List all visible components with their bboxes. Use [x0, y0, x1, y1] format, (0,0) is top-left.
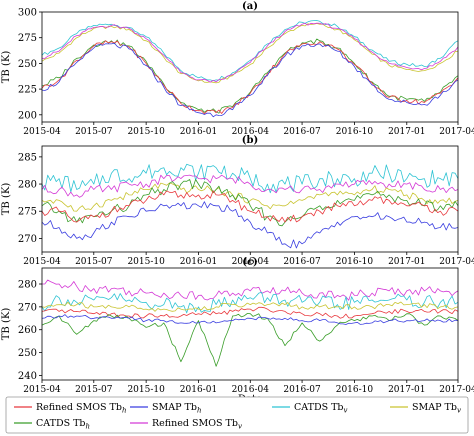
y-tick-label: 275 — [18, 207, 37, 218]
y-tick-label: 275 — [18, 33, 37, 44]
x-tick-label: 2016-04 — [232, 385, 270, 395]
y-tick-label: 280 — [18, 280, 37, 291]
series-line-refined_smos_h-panel-1 — [41, 40, 459, 115]
plot-frame-panel-2 — [41, 145, 459, 253]
y-tick-label: 240 — [18, 371, 37, 382]
series-line-smap_h-panel-1 — [41, 42, 459, 118]
series-line-catds_v-panel-2 — [41, 163, 459, 194]
x-tick-label: 2015-10 — [127, 257, 165, 267]
x-tick-label: 2017-04 — [439, 127, 474, 137]
y-tick-label: 250 — [18, 348, 37, 359]
series-line-catds_h-panel-1 — [41, 38, 459, 114]
x-tick-label: 2017-04 — [439, 257, 474, 267]
x-tick-label: 2016-07 — [283, 385, 321, 395]
y-tick-label: 270 — [18, 302, 37, 313]
legend-box — [5, 396, 469, 434]
series-line-refined_smos_h-panel-3 — [41, 306, 459, 319]
panel-title-1: (a) — [242, 1, 258, 12]
x-tick-label: 2015-04 — [23, 127, 61, 137]
y-axis-label-panel-3: TB (K) — [1, 308, 12, 341]
x-tick-label: 2016-10 — [336, 257, 374, 267]
series-line-refined_smos_h-panel-2 — [41, 190, 459, 223]
plot-frame-panel-1 — [41, 11, 459, 123]
plot-frame-panel-3 — [41, 267, 459, 381]
series-line-refined_smos_v-panel-1 — [41, 22, 459, 83]
x-tick-label: 2016-04 — [232, 257, 270, 267]
y-tick-label: 225 — [18, 85, 37, 96]
x-tick-label: 2016-10 — [336, 127, 374, 137]
legend-label-catds_v: CATDS Tbv — [294, 402, 348, 415]
series-line-smap_h-panel-2 — [41, 201, 459, 249]
x-tick-label: 2015-04 — [23, 385, 61, 395]
x-tick-label: 2016-01 — [180, 257, 217, 267]
x-tick-label: 2016-04 — [232, 127, 270, 137]
x-tick-label: 2016-01 — [180, 385, 217, 395]
y-tick-label: 260 — [18, 325, 37, 336]
y-tick-label: 285 — [18, 152, 37, 163]
series-line-catds_h-panel-3 — [41, 313, 459, 367]
legend-label-smap_v: SMAP Tbv — [412, 402, 461, 415]
y-axis-label-panel-1: TB (K) — [1, 51, 12, 84]
x-tick-label: 2015-07 — [75, 385, 113, 395]
series-line-smap_v-panel-3 — [41, 301, 459, 312]
panel-title-2: (b) — [242, 135, 258, 146]
y-tick-label: 280 — [18, 180, 37, 191]
series-line-refined_smos_v-panel-3 — [42, 279, 459, 301]
series-line-smap_v-panel-2 — [41, 182, 459, 212]
series-line-smap_v-panel-1 — [41, 23, 459, 84]
legend-label-catds_h: CATDS Tbh — [36, 418, 90, 431]
series-line-catds_v-panel-3 — [41, 291, 459, 314]
x-tick-label: 2016-01 — [180, 127, 217, 137]
x-tick-label: 2016-07 — [283, 127, 321, 137]
x-tick-label: 2017-01 — [388, 385, 425, 395]
x-tick-label: 2017-01 — [388, 257, 425, 267]
y-tick-label: 300 — [18, 8, 37, 19]
x-tick-label: 2015-07 — [75, 257, 113, 267]
panel-title-3: (c) — [242, 257, 258, 268]
legend-label-smap_h: SMAP Tbh — [152, 402, 201, 415]
x-tick-label: 2015-10 — [127, 385, 165, 395]
y-tick-label: 250 — [18, 59, 37, 70]
x-tick-label: 2017-04 — [439, 385, 474, 395]
x-tick-label: 2016-10 — [336, 385, 374, 395]
legend-label-refined_smos_v: Refined SMOS Tbv — [152, 418, 242, 431]
y-tick-label: 200 — [18, 110, 37, 121]
y-tick-label: 270 — [18, 234, 37, 245]
x-tick-label: 2015-04 — [23, 257, 61, 267]
x-tick-label: 2015-10 — [127, 127, 165, 137]
x-tick-label: 2015-07 — [75, 127, 113, 137]
x-tick-label: 2016-07 — [283, 257, 321, 267]
series-line-catds_v-panel-1 — [41, 20, 459, 82]
x-tick-label: 2017-01 — [388, 127, 425, 137]
series-line-refined_smos_v-panel-2 — [41, 174, 459, 198]
series-line-smap_h-panel-3 — [41, 314, 459, 325]
y-axis-label-panel-2: TB (K) — [1, 183, 12, 216]
legend-label-refined_smos_h: Refined SMOS Tbh — [36, 402, 126, 415]
